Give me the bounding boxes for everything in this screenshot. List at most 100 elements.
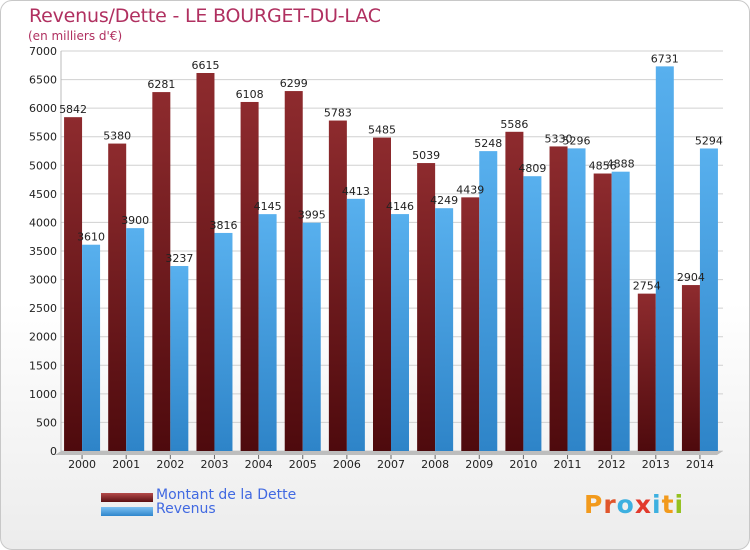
bar-revenus — [214, 232, 233, 451]
y-tick-label: 3000 — [29, 274, 57, 287]
y-tick-label: 7000 — [29, 45, 57, 58]
data-label: 3237 — [165, 252, 193, 265]
bar-dette — [637, 293, 656, 451]
data-label: 4809 — [518, 162, 546, 175]
x-tick-label: 2001 — [112, 458, 140, 471]
y-tick-label: 5500 — [29, 131, 57, 144]
x-tick-label: 2000 — [68, 458, 96, 471]
data-label: 6108 — [236, 88, 264, 101]
bar-revenus — [346, 198, 365, 451]
bar-revenus — [479, 151, 498, 451]
y-tick-label: 1000 — [29, 388, 57, 401]
y-tick-label: 2000 — [29, 331, 57, 344]
logo-letter: i — [674, 490, 685, 519]
data-label: 4249 — [430, 194, 458, 207]
data-label: 5380 — [103, 130, 131, 143]
data-label: 2754 — [633, 280, 661, 293]
y-tick-label: 2500 — [29, 302, 57, 315]
bar-dette — [64, 117, 83, 452]
data-label: 5783 — [324, 107, 352, 120]
data-label: 5842 — [59, 103, 87, 116]
data-label: 5294 — [695, 134, 723, 147]
proxiti-logo: Proxiti — [584, 490, 684, 519]
bar-dette — [417, 163, 436, 452]
x-tick-label: 2002 — [156, 458, 184, 471]
y-tick-label: 5000 — [29, 159, 57, 172]
chart-title: Revenus/Dette - LE BOURGET-DU-LAC — [29, 5, 381, 27]
bar-revenus — [699, 148, 718, 451]
chart-floor — [55, 51, 723, 455]
logo-letter: t — [661, 490, 675, 519]
floor-plane — [55, 451, 723, 455]
x-tick-label: 2008 — [421, 458, 449, 471]
logo-letter: x — [634, 490, 652, 519]
data-label: 4888 — [607, 158, 635, 171]
data-label: 5248 — [474, 137, 502, 150]
legend-swatch-dette — [101, 493, 153, 502]
x-tick-label: 2003 — [200, 458, 228, 471]
bar-revenus — [611, 171, 630, 451]
bar-dette — [593, 173, 612, 451]
bars-group — [64, 66, 718, 452]
data-label: 6299 — [280, 77, 308, 90]
data-label: 4413 — [342, 185, 370, 198]
bar-dette — [549, 146, 568, 451]
data-label: 3900 — [121, 214, 149, 227]
x-tick-label: 2010 — [509, 458, 537, 471]
y-tick-label: 500 — [36, 416, 57, 429]
bar-revenus — [655, 66, 674, 451]
data-label: 4145 — [254, 200, 282, 213]
data-label: 6731 — [651, 52, 679, 65]
x-tick-label: 2005 — [289, 458, 317, 471]
data-label: 6281 — [147, 78, 175, 91]
data-label: 4439 — [456, 183, 484, 196]
x-tick-label: 2011 — [554, 458, 582, 471]
data-label: 4856 — [589, 160, 617, 173]
bar-dette — [681, 285, 700, 451]
x-tick-label: 2014 — [686, 458, 714, 471]
bar-dette — [328, 120, 347, 452]
bar-revenus — [170, 266, 189, 451]
data-label: 3995 — [298, 209, 326, 222]
bar-dette — [196, 73, 215, 451]
legend-label-dette: Montant de la Dette — [156, 487, 297, 503]
y-axis-ticks: 0 500 1000 1500 2000 2500 3000 3500 4000 4500 5000… — [29, 45, 57, 458]
bar-dette — [240, 101, 259, 451]
x-tick-label: 2006 — [333, 458, 361, 471]
bar-dette — [461, 197, 480, 451]
data-label: 4146 — [386, 200, 414, 213]
y-tick-label: 1500 — [29, 359, 57, 372]
bar-revenus — [567, 148, 586, 451]
bar-revenus — [126, 228, 145, 451]
logo-letter: o — [616, 490, 635, 519]
value-labels: 5842 3610 5380 3900 6281 3237 6615 3816 6108 4145… — [59, 52, 723, 292]
bar-dette — [108, 143, 127, 452]
legend-swatch-revenus — [101, 507, 153, 516]
data-label: 5039 — [412, 149, 440, 162]
logo-letter: r — [603, 490, 617, 519]
y-tick-label: 6500 — [29, 74, 57, 87]
logo-letter: i — [652, 490, 662, 519]
data-label: 6615 — [191, 59, 219, 72]
legend-label-revenus: Revenus — [156, 501, 216, 517]
y-tick-label: 0 — [50, 445, 57, 458]
data-label: 5485 — [368, 124, 396, 137]
data-label: 3610 — [77, 231, 105, 244]
bar-revenus — [302, 222, 321, 451]
bar-revenus — [391, 214, 409, 451]
data-label: 5296 — [563, 134, 591, 147]
bar-revenus — [82, 244, 101, 451]
logo-letter: P — [584, 490, 604, 519]
bar-dette — [152, 92, 171, 451]
x-tick-label: 2013 — [642, 458, 670, 471]
bar-dette — [284, 91, 303, 452]
x-tick-label: 2009 — [465, 458, 493, 471]
x-tick-label: 2007 — [377, 458, 405, 471]
y-tick-label: 4500 — [29, 188, 57, 201]
x-tick-label: 2004 — [245, 458, 273, 471]
y-tick-label: 4000 — [29, 216, 57, 229]
y-tick-label: 3500 — [29, 245, 57, 258]
bar-dette — [505, 131, 524, 452]
